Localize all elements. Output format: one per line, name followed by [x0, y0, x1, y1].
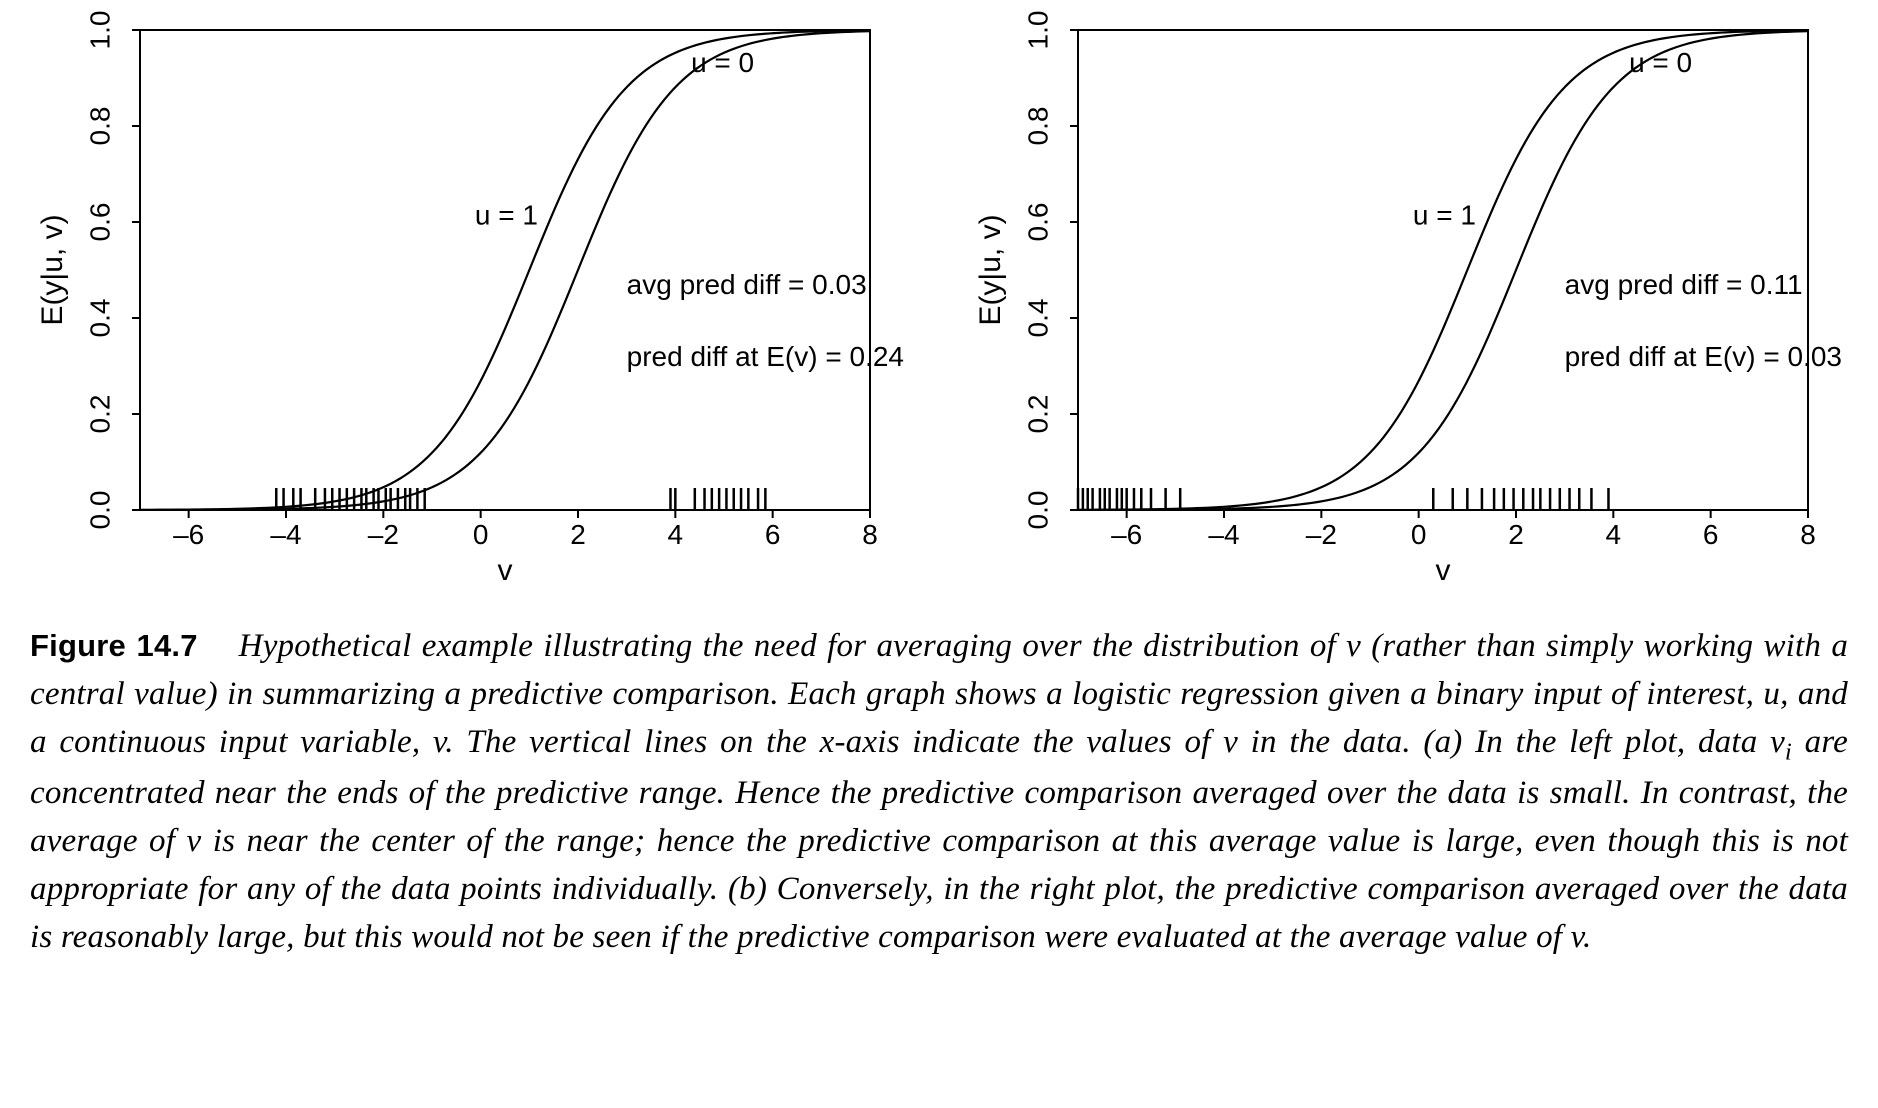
chart-panel-a: –6 –4 –2 0 2 4 6 8 0.0 0.2 0.4 0.6 0.8 1.0 v E(y|u, v) u…: [30, 10, 910, 605]
y-tick-label: 0.8: [1022, 107, 1053, 146]
chart-svg: –6 –4 –2 0 2 4 6 8 0.0 0.2 0.4 0.6 0.8 1.0 v E(y|u, v) u…: [30, 10, 910, 600]
x-tick-label: 2: [570, 519, 586, 550]
x-tick-label: 0: [473, 519, 489, 550]
annotation-text: avg pred diff = 0.03: [627, 269, 867, 300]
y-tick-label: 0.2: [84, 395, 115, 434]
y-tick-label: 0.6: [84, 203, 115, 242]
x-tick-label: 4: [668, 519, 684, 550]
x-tick-label: 4: [1606, 519, 1622, 550]
chart-svg: –6 –4 –2 0 2 4 6 8 0.0 0.2 0.4 0.6 0.8 1.0 v E(y|u, v) u…: [968, 10, 1848, 600]
curve-label-u1: u = 1: [475, 199, 538, 230]
x-tick-label: 6: [765, 519, 781, 550]
x-tick-label: 6: [1703, 519, 1719, 550]
x-axis-title: v: [498, 554, 513, 587]
figure-caption-text: Hypothetical example illustrating the ne…: [30, 628, 1848, 955]
x-tick-label: –4: [270, 519, 301, 550]
y-tick-label: 0.8: [84, 107, 115, 146]
curve-label-u0: u = 0: [1629, 47, 1692, 78]
y-tick-label: 0.2: [1022, 395, 1053, 434]
x-tick-label: –4: [1208, 519, 1239, 550]
x-tick-label: –2: [1306, 519, 1337, 550]
x-tick-label: –6: [173, 519, 204, 550]
x-tick-label: –2: [368, 519, 399, 550]
curve-label-u1: u = 1: [1413, 199, 1476, 230]
y-tick-label: 0.4: [1022, 299, 1053, 338]
y-tick-label: 1.0: [84, 11, 115, 50]
x-tick-label: 8: [1800, 519, 1816, 550]
x-tick-label: 0: [1411, 519, 1427, 550]
chart-panel-b: –6 –4 –2 0 2 4 6 8 0.0 0.2 0.4 0.6 0.8 1.0 v E(y|u, v) u…: [968, 10, 1848, 605]
y-tick-label: 0.0: [84, 491, 115, 530]
x-tick-label: –6: [1111, 519, 1142, 550]
chart-panels: –6 –4 –2 0 2 4 6 8 0.0 0.2 0.4 0.6 0.8 1.0 v E(y|u, v) u…: [30, 10, 1848, 605]
curve-label-u0: u = 0: [691, 47, 754, 78]
x-tick-label: 2: [1508, 519, 1524, 550]
y-tick-label: 0.6: [1022, 203, 1053, 242]
x-axis-title: v: [1436, 554, 1451, 587]
y-tick-label: 1.0: [1022, 11, 1053, 50]
figure-page: –6 –4 –2 0 2 4 6 8 0.0 0.2 0.4 0.6 0.8 1.0 v E(y|u, v) u…: [0, 0, 1878, 992]
annotation-text: pred diff at E(v) = 0.03: [1565, 341, 1842, 372]
figure-label: Figure 14.7: [30, 628, 198, 663]
y-axis-title: E(y|u, v): [36, 214, 69, 325]
y-tick-label: 0.0: [1022, 491, 1053, 530]
y-axis-title: E(y|u, v): [974, 214, 1007, 325]
y-tick-label: 0.4: [84, 299, 115, 338]
annotation-text: avg pred diff = 0.11: [1565, 269, 1803, 300]
x-tick-label: 8: [862, 519, 878, 550]
annotation-text: pred diff at E(v) = 0.24: [627, 341, 904, 372]
figure-caption: Figure 14.7 Hypothetical example illustr…: [30, 623, 1848, 962]
